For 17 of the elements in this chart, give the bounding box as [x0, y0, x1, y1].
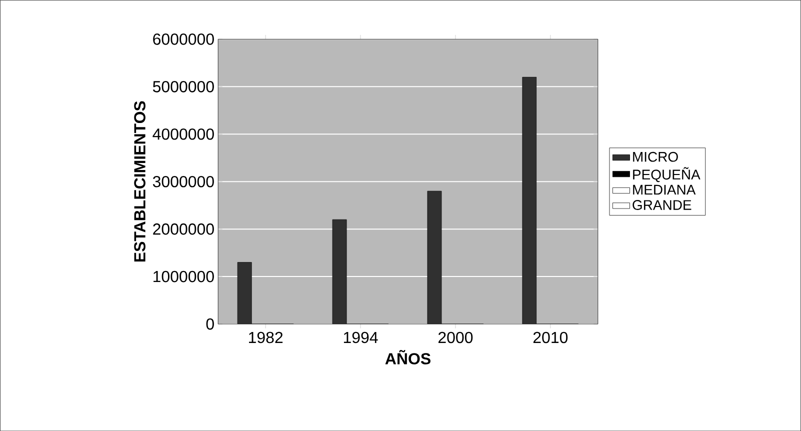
y-tick-label: 0	[206, 318, 214, 330]
y-tick-label: 3000000	[152, 176, 214, 188]
legend-label: GRANDE	[632, 200, 692, 210]
legend-label: MEDIANA	[633, 184, 696, 194]
y-tick-label: 5000000	[152, 80, 214, 92]
y-tick-label: 6000000	[153, 33, 214, 45]
legend-label: PEQUEÑA	[633, 167, 700, 182]
y-tick-label: 4000000	[152, 128, 214, 140]
x-tick-label: 2010	[533, 332, 568, 344]
y-tick-label: 1000000	[154, 270, 214, 282]
x-tick-label: 2000	[438, 332, 473, 344]
x-tick-label: 1994	[344, 332, 378, 344]
x-tick-label: 1982	[249, 332, 283, 344]
legend-label: MICRO	[633, 152, 678, 162]
y-axis-title: ESTABLECIMIENTOS	[134, 101, 146, 262]
y-tick-label: 2000000	[153, 223, 214, 235]
x-axis-title: AÑOS	[385, 350, 430, 364]
